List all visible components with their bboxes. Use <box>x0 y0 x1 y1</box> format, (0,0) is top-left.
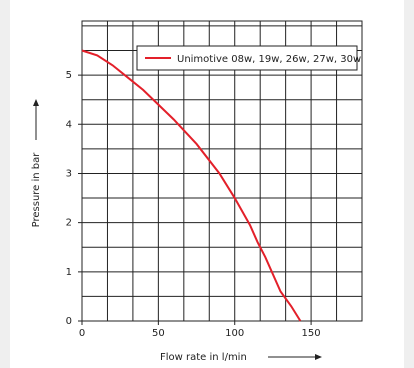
x-tick-label: 100 <box>225 328 244 339</box>
y-tick-label: 3 <box>66 168 72 179</box>
y-tick-label: 4 <box>66 119 72 130</box>
y-tick-label: 0 <box>66 316 72 327</box>
x-tick-label: 0 <box>79 328 85 339</box>
y-tick-label: 1 <box>66 267 72 278</box>
x-axis-label: Flow rate in l/min <box>160 352 247 363</box>
legend-label: Unimotive 08w, 19w, 26w, 27w, 30w <box>177 54 361 65</box>
x-arrow-head <box>315 354 322 360</box>
x-tick-label: 50 <box>152 328 165 339</box>
y-arrow-head <box>33 99 39 106</box>
line-series <box>81 49 302 322</box>
y-tick-label: 5 <box>66 70 72 81</box>
legend-box <box>136 45 358 71</box>
y-axis-label: Pressure in bar <box>31 152 42 228</box>
y-tick-label: 2 <box>66 218 72 229</box>
x-tick-label: 150 <box>302 328 321 339</box>
